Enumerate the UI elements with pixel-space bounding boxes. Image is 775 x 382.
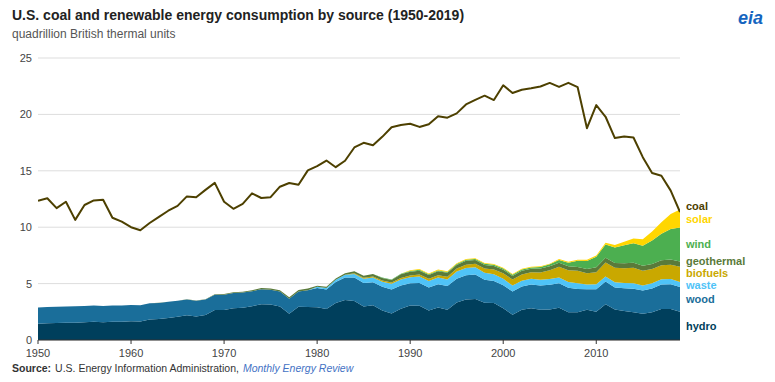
x-axis: 1950 1960 1970 1980 1990 2000 2010 <box>26 340 680 359</box>
x-tick-label: 1950 <box>26 347 50 359</box>
plot-area <box>38 83 680 340</box>
x-tick <box>410 340 411 344</box>
series-label: coal <box>686 200 708 212</box>
series-label: geothermal <box>686 255 745 267</box>
x-tick-label: 1970 <box>212 347 236 359</box>
series-labels: hydro wood wastebiofuelsgeothermal wind sola… <box>685 200 745 332</box>
x-axis-line <box>38 340 680 341</box>
x-tick-label: 1960 <box>119 347 143 359</box>
y-tick-label: 25 <box>20 52 32 64</box>
x-tick <box>596 340 597 344</box>
series-label: solar <box>686 213 713 225</box>
y-tick-label: 20 <box>20 108 32 120</box>
x-tick <box>38 340 39 344</box>
source-publication: Monthly Energy Review <box>243 362 355 374</box>
x-tick <box>224 340 225 344</box>
chart: U.S. coal and renewable energy consumpti… <box>0 0 775 382</box>
y-tick-label: 15 <box>20 165 32 177</box>
x-tick-label: 1980 <box>305 347 329 359</box>
x-tick <box>317 340 318 344</box>
series-label: biofuels <box>686 267 728 279</box>
series-label: hydro <box>686 320 717 332</box>
y-tick-label: 0 <box>26 334 32 346</box>
y-grid: 0 5 10 15 20 25 <box>20 52 680 346</box>
source-label: Source: <box>12 362 51 374</box>
x-tick-label: 2010 <box>584 347 608 359</box>
x-tick <box>131 340 132 344</box>
series-label: wind <box>685 238 711 250</box>
logo: eia <box>738 8 763 28</box>
area <box>38 210 680 308</box>
title: U.S. coal and renewable energy consumpti… <box>12 7 464 23</box>
source-text: U.S. Energy Information Administration, <box>55 362 239 374</box>
subtitle: quadrillion British thermal units <box>12 27 175 41</box>
grid-line <box>38 58 680 59</box>
source: Source: U.S. Energy Information Administr… <box>12 362 355 374</box>
line <box>38 83 680 230</box>
grid-line <box>38 170 680 171</box>
series-label: wood <box>685 293 715 305</box>
x-tick-label: 2000 <box>491 347 515 359</box>
y-tick-label: 10 <box>20 221 32 233</box>
series-label: waste <box>685 279 717 291</box>
grid-line <box>38 340 680 341</box>
area <box>38 227 680 307</box>
x-tick-label: 1990 <box>398 347 422 359</box>
x-tick <box>503 340 504 344</box>
y-tick-label: 5 <box>26 278 32 290</box>
